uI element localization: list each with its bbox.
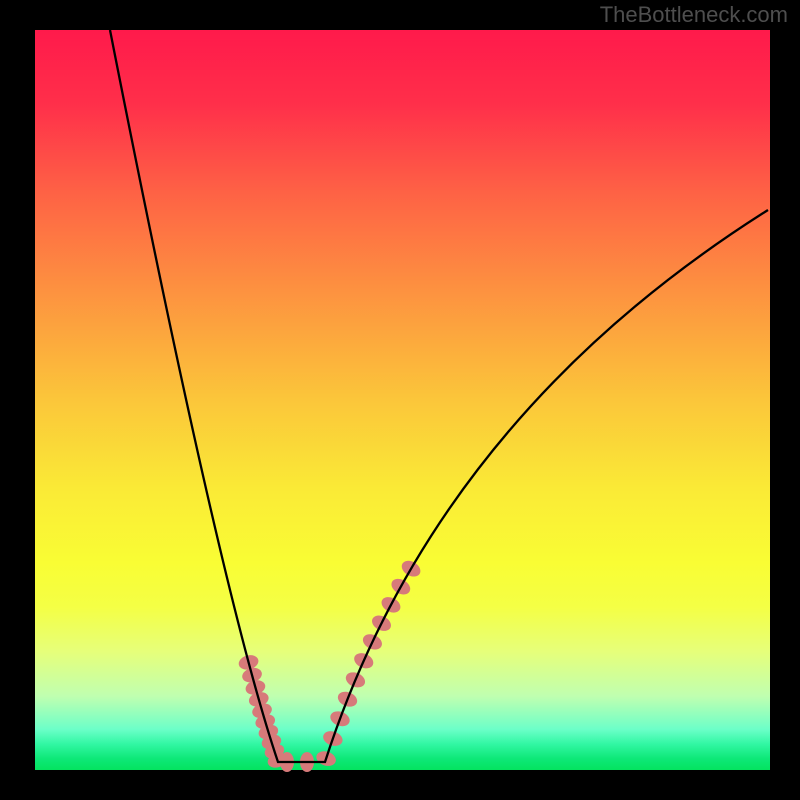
curve-dots-group xyxy=(237,558,423,772)
chart-stage: TheBottleneck.com xyxy=(0,0,800,800)
plot-area xyxy=(35,30,770,770)
watermark-text: TheBottleneck.com xyxy=(600,2,788,28)
bottleneck-curve xyxy=(110,30,768,762)
curve-layer xyxy=(35,30,770,770)
